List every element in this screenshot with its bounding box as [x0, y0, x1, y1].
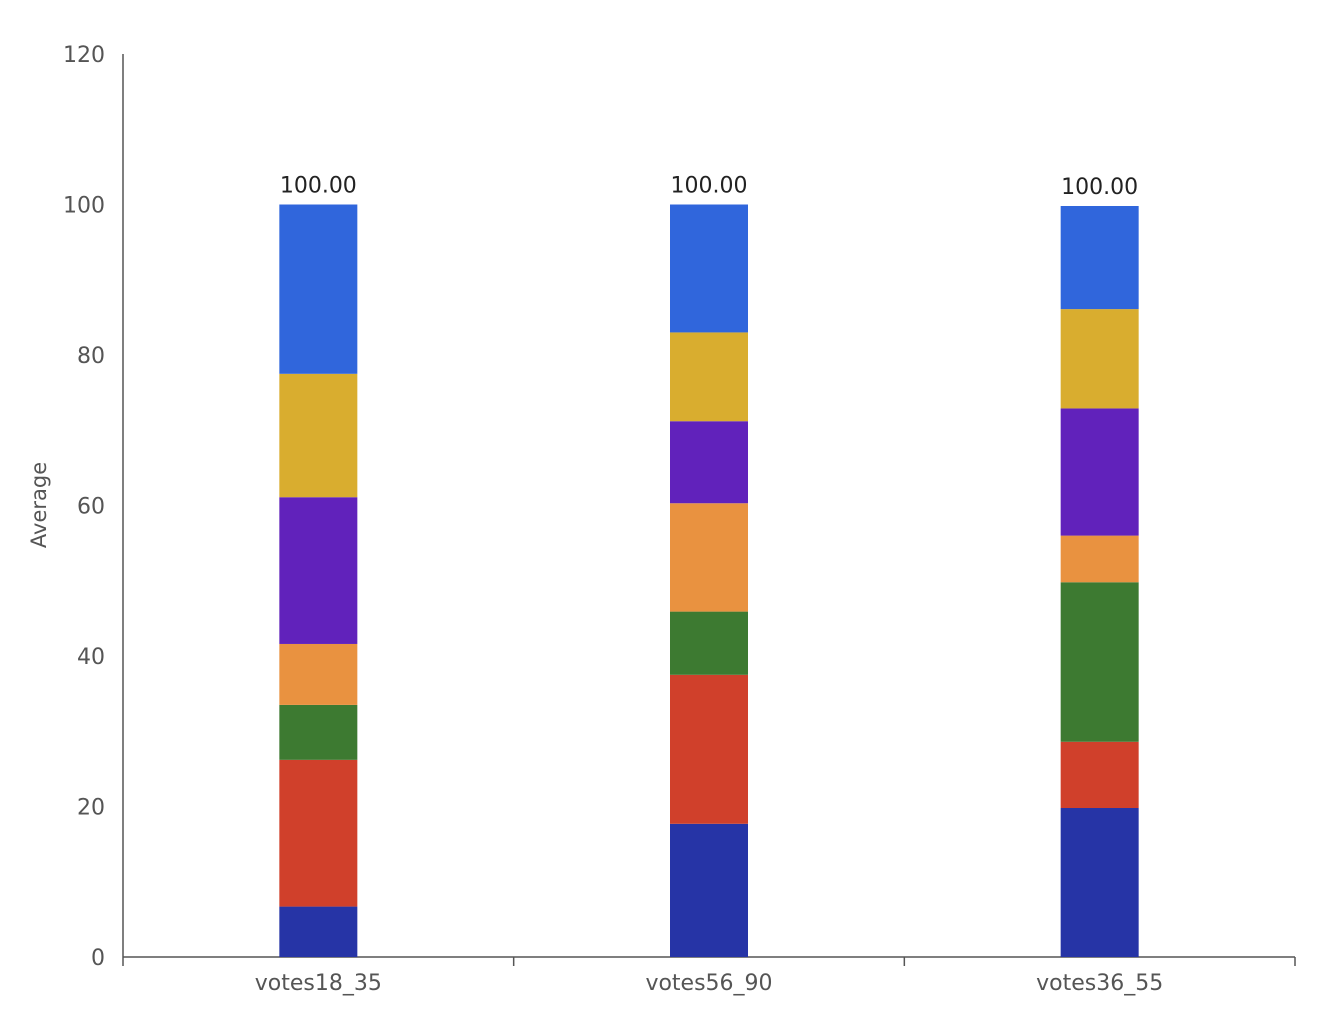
y-tick-label: 80: [77, 344, 105, 369]
bar-segment: [279, 759, 358, 907]
bar-segment: [670, 674, 748, 824]
bar-segment: [1060, 408, 1139, 536]
y-axis: 0 20 40 60 80 100 120: [63, 43, 124, 971]
bar-segment: [279, 497, 358, 644]
bar-segment: [670, 823, 748, 957]
bar-segment: [670, 611, 748, 675]
bar-segment: [670, 204, 748, 333]
y-tick-label: 20: [77, 796, 105, 821]
bar-segment: [1060, 741, 1139, 809]
bar-segment: [1060, 808, 1139, 957]
bar-segment: [670, 332, 748, 422]
x-tick-label: votes18_35: [255, 971, 382, 996]
x-axis: votes18_35 votes56_90 votes36_55: [122, 956, 1296, 996]
bars: [279, 204, 1139, 957]
bar-segment: [1060, 309, 1139, 409]
bar-segment: [279, 373, 358, 498]
bar-total-label: 100.00: [1061, 175, 1138, 200]
bar-segment: [279, 204, 358, 374]
bar-segment: [670, 503, 748, 612]
bar-segment: [279, 906, 358, 957]
y-tick-label: 0: [91, 946, 105, 971]
bar-total-label: 100.00: [280, 174, 357, 199]
bar-segment: [1060, 582, 1139, 742]
x-tick-label: votes36_55: [1036, 971, 1163, 996]
bar-total-label: 100.00: [671, 174, 748, 199]
y-tick-label: 40: [77, 645, 105, 670]
bar-segment: [1060, 535, 1139, 583]
total-labels: 100.00 100.00 100.00: [280, 174, 1138, 201]
y-tick-label: 120: [63, 43, 105, 68]
bar-segment: [279, 643, 358, 705]
y-axis-title: Average: [27, 462, 51, 548]
bar-segment: [1060, 206, 1139, 310]
y-tick-label: 100: [63, 194, 105, 219]
y-tick-label: 60: [77, 495, 105, 520]
bar-segment: [279, 704, 358, 760]
bar-segment: [670, 421, 748, 504]
x-tick-label: votes56_90: [645, 971, 772, 996]
